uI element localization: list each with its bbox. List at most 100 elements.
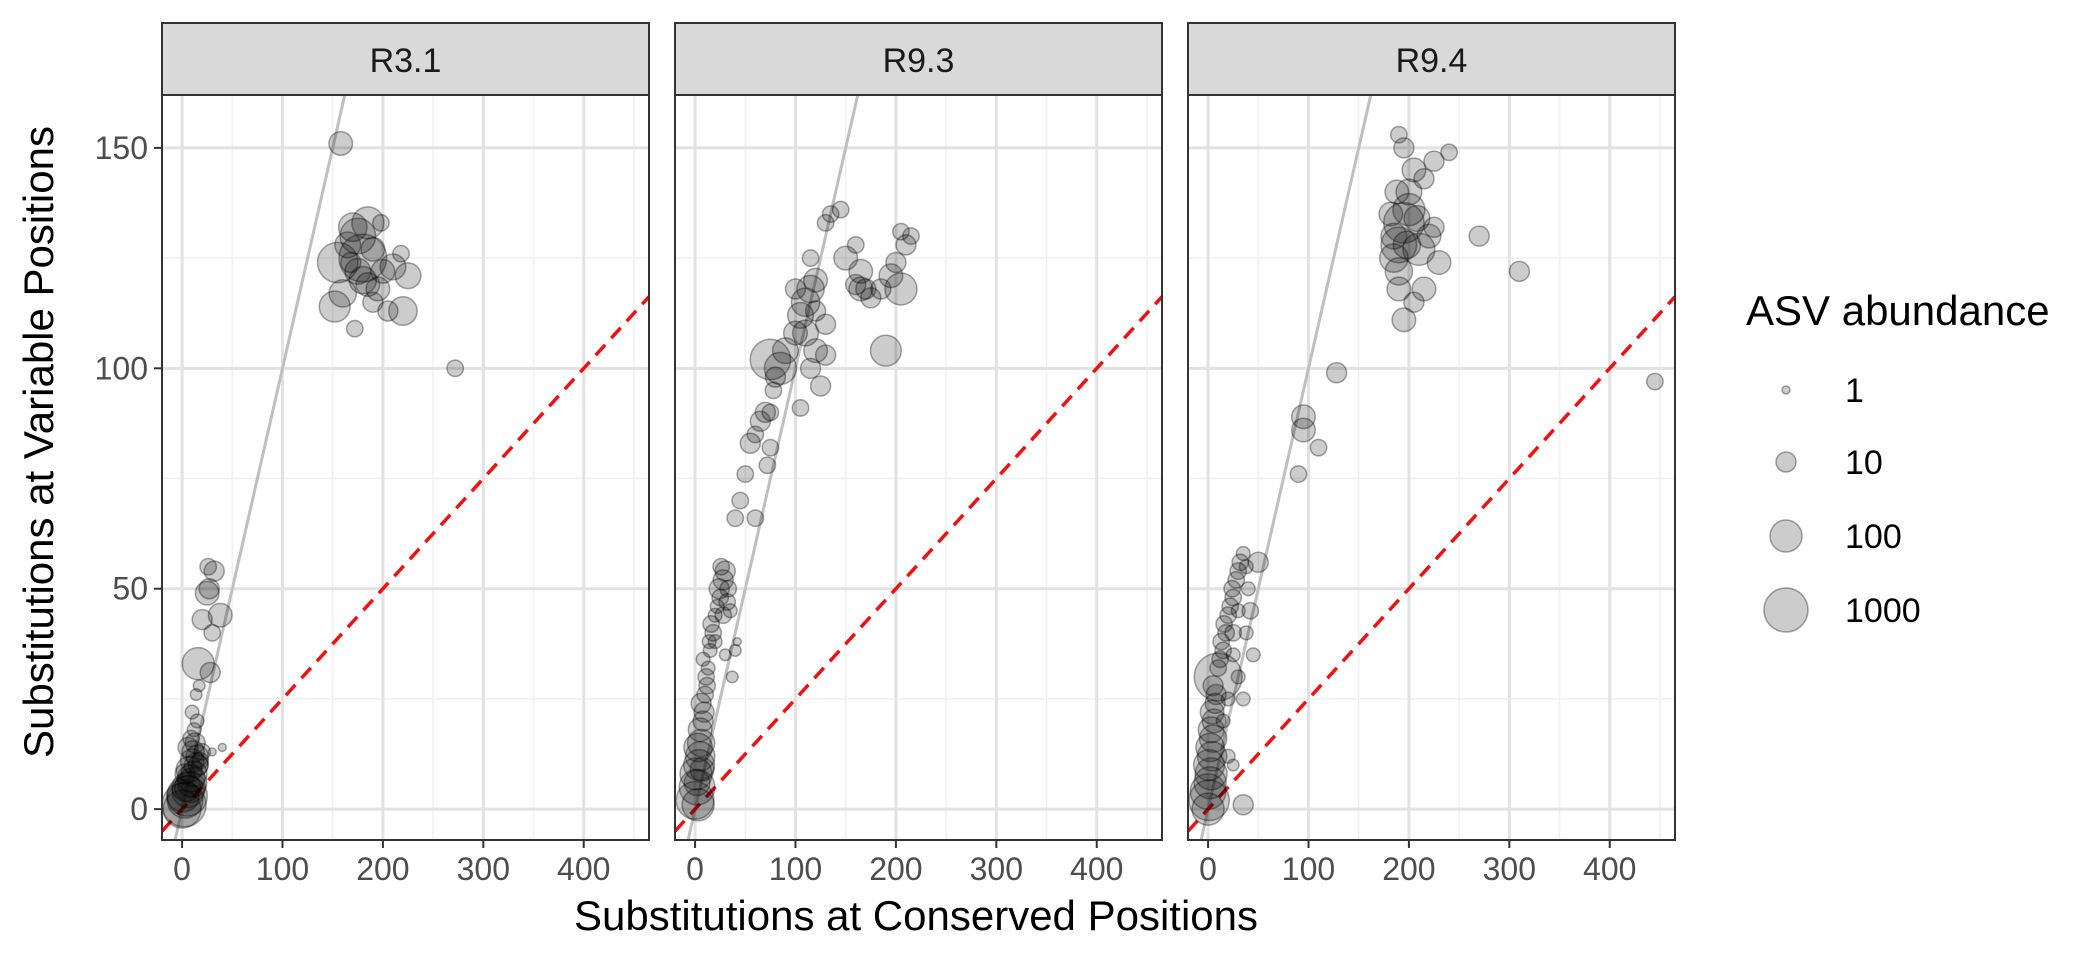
- data-point: [1191, 792, 1225, 826]
- data-point: [728, 643, 742, 657]
- data-point: [175, 755, 203, 784]
- data-point: [1219, 606, 1238, 625]
- x-tick-label: 300: [970, 851, 1023, 887]
- data-point: [786, 301, 815, 330]
- data-point: [177, 736, 199, 759]
- data-point: [1229, 562, 1248, 581]
- y-tick-label: 100: [95, 350, 148, 386]
- data-point: [166, 779, 200, 813]
- data-point: [1416, 223, 1442, 249]
- data-point: [698, 676, 717, 695]
- data-point: [1468, 225, 1490, 247]
- data-point: [1226, 758, 1240, 772]
- data-point: [701, 634, 717, 650]
- data-point: [377, 300, 399, 322]
- data-point: [784, 278, 807, 300]
- data-point: [1645, 372, 1664, 391]
- data-point: [1215, 615, 1234, 633]
- data-point: [203, 623, 222, 642]
- data-point: [1225, 647, 1241, 663]
- legend-key: [1769, 519, 1803, 553]
- data-point: [1384, 179, 1410, 205]
- data-point: [1224, 588, 1243, 607]
- data-point: [697, 667, 716, 686]
- reference-dashed-line: [1188, 295, 1675, 833]
- data-point: [702, 615, 721, 633]
- data-point: [718, 648, 732, 662]
- data-point: [191, 608, 213, 631]
- data-point: [844, 273, 867, 296]
- data-point: [814, 344, 837, 366]
- data-point: [1194, 757, 1228, 791]
- panel-2: R9.3 0 100 200 300 400: [674, 22, 1163, 887]
- data-point: [183, 752, 209, 778]
- data-point: [1221, 597, 1240, 616]
- x-tick-label: 400: [557, 851, 610, 887]
- data-point: [191, 751, 210, 770]
- data-point: [754, 401, 777, 424]
- facet-strip: [1187, 22, 1676, 96]
- data-point: [1238, 625, 1254, 641]
- data-point: [181, 646, 215, 681]
- fit-line: [1199, 95, 1373, 840]
- data-point: [351, 206, 385, 240]
- data-point: [791, 319, 820, 347]
- data-point: [761, 438, 780, 457]
- data-point: [1392, 192, 1426, 227]
- data-point: [370, 258, 396, 284]
- reference-dashed-line: [675, 295, 1162, 833]
- data-point: [799, 357, 822, 380]
- data-point: [1193, 765, 1227, 800]
- data-point: [895, 234, 917, 256]
- data-point: [345, 319, 364, 338]
- data-point: [388, 296, 418, 326]
- data-point: [1198, 724, 1228, 753]
- y-axis-title: Substitutions at Variable Positions: [15, 126, 62, 758]
- x-tick-label: 400: [1583, 851, 1636, 887]
- data-point: [803, 267, 829, 293]
- data-point: [1202, 674, 1224, 697]
- data-point: [392, 244, 410, 263]
- data-point: [709, 598, 725, 614]
- data-point: [764, 381, 783, 400]
- data-point: [1289, 465, 1308, 484]
- data-point: [1220, 691, 1236, 707]
- data-point: [185, 744, 209, 769]
- data-point: [173, 770, 207, 804]
- data-point: [749, 410, 772, 432]
- data-point: [683, 769, 711, 797]
- data-point: [809, 375, 832, 397]
- panel-plot-area: [1188, 95, 1675, 840]
- data-point: [338, 233, 388, 283]
- data-point: [198, 577, 220, 600]
- data-point: [199, 661, 221, 684]
- data-point: [687, 717, 713, 743]
- data-point: [328, 130, 354, 157]
- data-point: [1224, 623, 1243, 642]
- data-point: [1232, 793, 1254, 816]
- panels-layer: R3.1 0 100 200 300 400 0 50 100 150 R9.3 0 100 200 300…: [95, 22, 1676, 887]
- data-point: [731, 491, 750, 510]
- data-point: [860, 287, 882, 309]
- panel-1: R3.1 0 100 200 300 400 0 50 100 150: [95, 22, 650, 887]
- data-point: [1238, 559, 1254, 575]
- data-point: [328, 279, 358, 308]
- data-point: [162, 789, 202, 829]
- x-tick-label: 0: [1199, 851, 1217, 887]
- data-point: [732, 636, 743, 647]
- data-point: [796, 274, 825, 304]
- data-point: [718, 593, 737, 611]
- data-point: [803, 338, 829, 364]
- data-point: [1290, 404, 1317, 430]
- x-tick-label: 200: [356, 851, 409, 887]
- data-point: [746, 509, 765, 528]
- legend-label: 1: [1845, 372, 1864, 410]
- data-point: [179, 748, 205, 774]
- data-point: [337, 212, 368, 243]
- data-point: [1309, 438, 1328, 457]
- data-point: [1227, 570, 1246, 589]
- y-tick-label: 150: [95, 130, 148, 166]
- data-point: [708, 577, 730, 600]
- data-point: [446, 359, 465, 378]
- data-point: [166, 774, 209, 817]
